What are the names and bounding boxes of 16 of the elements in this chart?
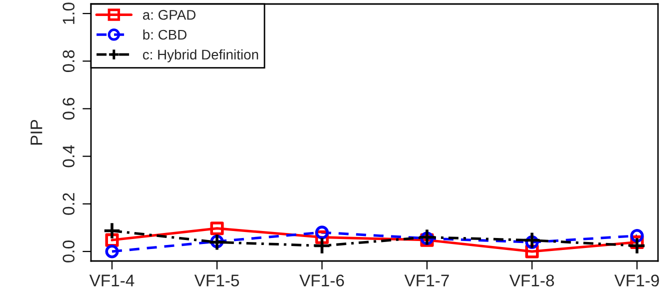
y-tick-label: 0.4 — [62, 145, 75, 168]
y-tick-label: 0.6 — [62, 98, 75, 120]
x-tick-label: VF1-7 — [404, 274, 449, 286]
x-tick-label: VF1-8 — [509, 274, 554, 286]
legend-label: a: GPAD — [142, 10, 196, 20]
legend-label: b: CBD — [143, 29, 186, 40]
x-tick-label: VF1-9 — [614, 274, 659, 286]
y-axis-title: PIP — [30, 120, 42, 145]
x-tick-label: VF1-4 — [89, 274, 134, 286]
y-tick-label: 1.0 — [62, 2, 75, 24]
y-tick-label: 0.2 — [62, 193, 75, 215]
y-tick-label: 0.0 — [62, 240, 75, 262]
y-tick-label: 0.8 — [62, 50, 75, 72]
x-tick-label: VF1-5 — [194, 274, 239, 286]
legend-label: c: Hybrid Definition — [142, 49, 258, 62]
x-tick-label: VF1-6 — [299, 274, 344, 286]
